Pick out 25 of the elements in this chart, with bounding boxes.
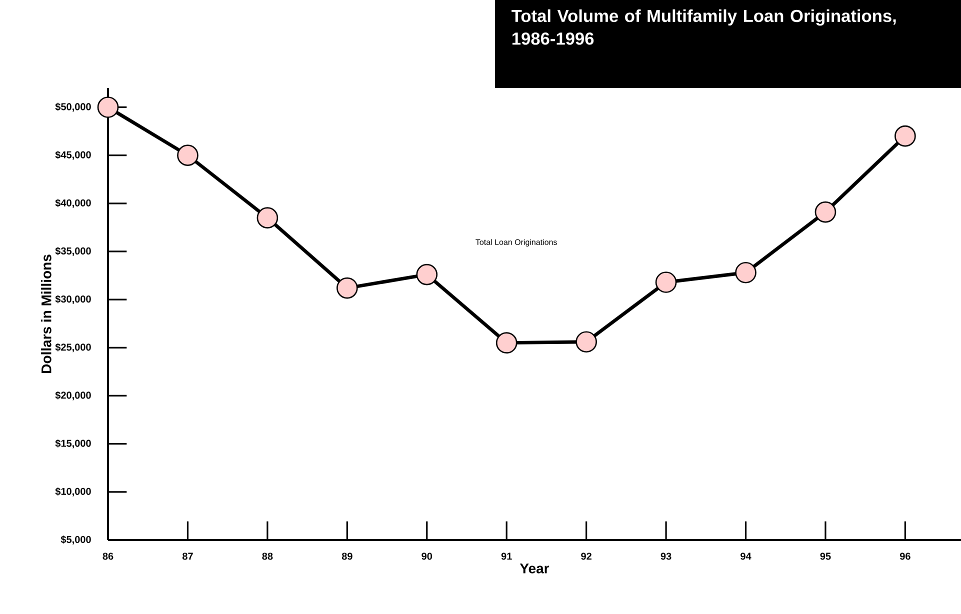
y-tick-label: $45,000 [55, 150, 91, 160]
x-tick-label: 95 [820, 552, 831, 560]
chart-title: Total Volume of Multifamily Loan Originations, 1986-1996 [512, 9, 896, 45]
x-tick-label: 90 [422, 552, 432, 560]
text: Total Loan Originations [476, 239, 557, 247]
x-tick-label: 92 [581, 552, 592, 560]
y-tick-label: $30,000 [55, 295, 91, 304]
x-axis-title: Year [520, 564, 550, 574]
x-tick-label: 94 [740, 552, 752, 560]
y-tick-label: $10,000 [55, 487, 91, 496]
x-tick-label: 89 [342, 552, 352, 560]
y-tick-label: $25,000 [55, 343, 91, 352]
x-tick-label: 96 [900, 552, 910, 560]
y-axis-title: Dollars in Millions [41, 254, 52, 373]
y-tick-label: $50,000 [55, 102, 91, 112]
y-tick-label: $35,000 [55, 246, 91, 256]
y-tick-label: $40,000 [55, 198, 91, 208]
y-tick-label: $20,000 [55, 391, 91, 400]
x-tick-label: 87 [182, 552, 193, 560]
x-tick-label: 93 [660, 552, 672, 560]
y-tick-label: $5,000 [60, 536, 91, 544]
x-tick-label: 91 [501, 552, 512, 560]
x-tick-label: 88 [262, 552, 273, 560]
y-tick-label: $15,000 [55, 439, 91, 448]
x-tick-label: 86 [102, 552, 114, 560]
